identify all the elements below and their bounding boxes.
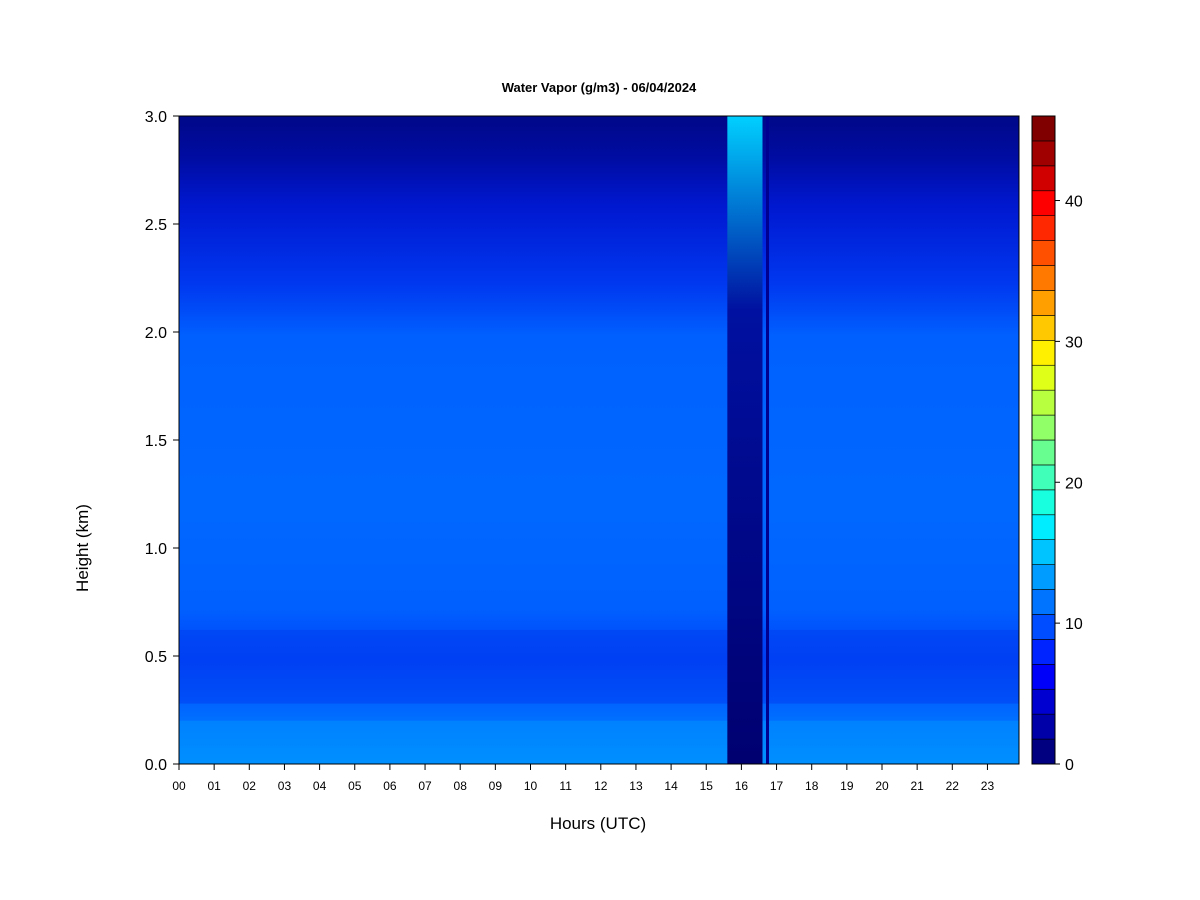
x-tick-label: 20 xyxy=(875,779,889,793)
low-layer-band xyxy=(179,630,1019,704)
x-tick-label: 14 xyxy=(664,779,678,793)
x-tick-label: 13 xyxy=(629,779,643,793)
y-tick-label: 1.0 xyxy=(145,541,167,558)
colorbar-swatch xyxy=(1031,165,1056,192)
y-tick-label: 1.5 xyxy=(145,433,167,450)
colorbar-swatch xyxy=(1031,190,1056,216)
colorbar-swatch xyxy=(1031,115,1056,142)
x-tick-label: 16 xyxy=(735,779,749,793)
colorbar-tick-label: 0 xyxy=(1065,757,1074,774)
x-tick-label: 12 xyxy=(594,779,608,793)
y-tick-label: 3.0 xyxy=(145,109,167,126)
chart-title: Water Vapor (g/m3) - 06/04/2024 xyxy=(502,80,697,95)
x-axis-label: Hours (UTC) xyxy=(550,814,646,833)
heatmap-plot xyxy=(178,115,1020,765)
x-tick-label: 00 xyxy=(172,779,186,793)
colorbar-swatch xyxy=(1031,290,1056,316)
colorbar-swatch xyxy=(1031,315,1056,341)
colorbar-tick-label: 20 xyxy=(1065,475,1083,492)
x-tick-label: 10 xyxy=(524,779,538,793)
x-tick-label: 09 xyxy=(489,779,503,793)
x-tick-label: 08 xyxy=(454,779,468,793)
y-tick-label: 2.5 xyxy=(145,217,167,234)
x-tick-label: 04 xyxy=(313,779,327,793)
y-axis-label: Height (km) xyxy=(73,504,92,592)
colorbar-swatch xyxy=(1031,389,1056,416)
x-tick-label: 06 xyxy=(383,779,397,793)
colorbar-swatch xyxy=(1031,713,1056,740)
colorbar-swatch xyxy=(1031,215,1056,241)
x-tick-label: 19 xyxy=(840,779,854,793)
colorbar-tick-label: 30 xyxy=(1065,334,1083,351)
y-tick-label: 2.0 xyxy=(145,325,167,342)
x-tick-label: 02 xyxy=(243,779,257,793)
colorbar-swatch xyxy=(1031,738,1056,765)
x-axis: 00 01 02 03 04 05 06 07 08 09 10 11 12 13 14 15 16 17 18 19… xyxy=(172,763,995,793)
colorbar-swatch xyxy=(1031,539,1056,565)
colorbar-swatch xyxy=(1031,414,1056,441)
colorbar-swatch xyxy=(1031,639,1056,665)
x-tick-label: 11 xyxy=(559,779,572,793)
colorbar-swatch xyxy=(1031,589,1056,615)
colorbar-swatch xyxy=(1031,664,1056,690)
x-tick-label: 23 xyxy=(981,779,995,793)
colorbar-swatch xyxy=(1031,514,1056,540)
surface-layer-band xyxy=(179,720,1019,764)
anomaly-column xyxy=(727,116,763,764)
x-tick-label: 21 xyxy=(910,779,924,793)
colorbar-swatch xyxy=(1031,688,1056,715)
colorbar-swatch xyxy=(1031,265,1056,291)
x-tick-label: 18 xyxy=(805,779,819,793)
x-tick-label: 03 xyxy=(278,779,292,793)
x-tick-label: 22 xyxy=(946,779,960,793)
colorbar-swatch xyxy=(1031,140,1056,167)
colorbar-swatch xyxy=(1031,364,1056,391)
colorbar-swatch xyxy=(1031,564,1056,590)
x-tick-label: 15 xyxy=(700,779,714,793)
colorbar-tick-label: 10 xyxy=(1065,616,1083,633)
colorbar-swatch xyxy=(1031,340,1056,366)
colorbar-swatch xyxy=(1031,614,1056,640)
colorbar-swatch xyxy=(1031,439,1056,466)
colorbar-frame xyxy=(1031,115,1056,765)
x-tick-label: 01 xyxy=(207,779,221,793)
colorbar-swatch xyxy=(1031,489,1056,516)
x-tick-label: 05 xyxy=(348,779,362,793)
y-tick-label: 0.0 xyxy=(145,757,167,774)
colorbar: 0 10 20 30 40 xyxy=(1031,115,1083,774)
anomaly-line xyxy=(766,116,770,764)
colorbar-swatch xyxy=(1031,240,1056,266)
colorbar-tick-label: 40 xyxy=(1065,194,1083,211)
x-tick-label: 07 xyxy=(418,779,432,793)
y-axis: 0.0 0.5 1.0 1.5 2.0 2.5 3.0 xyxy=(145,109,179,774)
colorbar-swatch xyxy=(1031,464,1056,491)
y-tick-label: 0.5 xyxy=(145,649,167,666)
x-tick-label: 17 xyxy=(770,779,784,793)
